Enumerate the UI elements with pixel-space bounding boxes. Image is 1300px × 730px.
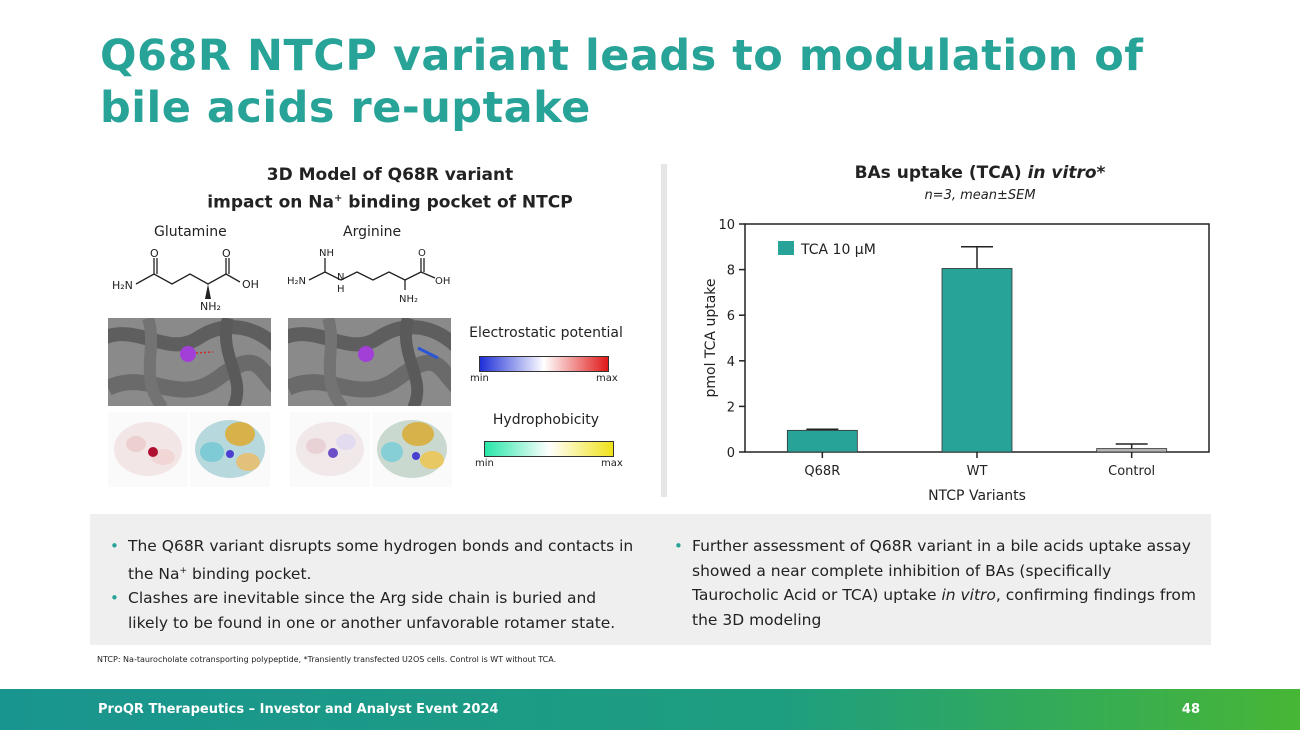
hydrophobicity-legend-label: Hydrophobicity bbox=[492, 412, 600, 428]
bar-wt bbox=[941, 268, 1013, 453]
y-tick-label: 4 bbox=[727, 355, 735, 370]
glutamine-ribbon-image bbox=[108, 318, 271, 406]
arginine-ribbon-image bbox=[288, 318, 451, 406]
chart-subtitle: n=3, mean±SEM bbox=[924, 188, 1036, 203]
summary-box: • The Q68R variant disrupts some hydrogen… bbox=[90, 514, 1211, 645]
glutamine-o1-text: O bbox=[150, 247, 159, 260]
chart-title-post: * bbox=[1096, 163, 1106, 183]
arginine-label: Arginine bbox=[343, 224, 402, 240]
summary-left-column: • The Q68R variant disrupts some hydrogen… bbox=[104, 534, 634, 635]
glutamine-electrostatic-surface bbox=[108, 412, 188, 487]
bullet-item: • Clashes are inevitable since the Arg si… bbox=[104, 586, 634, 635]
bullet-text: The Q68R variant disrupts some hydrogen … bbox=[128, 537, 634, 583]
bullet-item: • The Q68R variant disrupts some hydrogen… bbox=[104, 534, 634, 586]
y-tick-label: 8 bbox=[727, 264, 735, 279]
electrostatic-min-label: min bbox=[470, 373, 489, 384]
uptake-bar-chart: 0 2 4 6 8 10 Q68R WT Control TCA 10 μM pmol TCA… bbox=[703, 218, 1210, 504]
y-axis-label: pmol TCA uptake bbox=[703, 278, 719, 397]
glutamine-oh-text: OH bbox=[242, 278, 259, 291]
summary-right-column: • Further assessment of Q68R variant in a… bbox=[668, 534, 1198, 632]
arginine-h2n-text: H₂N bbox=[287, 276, 306, 287]
y-tick-label: 0 bbox=[727, 446, 735, 461]
arginine-structure: NH H₂N N H O OH NH₂ bbox=[287, 248, 450, 305]
bullet-dot: • bbox=[110, 589, 119, 608]
chart-title-pre: BAs uptake (TCA) bbox=[854, 163, 1028, 183]
hydrophobicity-min-label: min bbox=[475, 458, 494, 469]
glutamine-h2n-text: H₂N bbox=[112, 279, 133, 292]
bar-q68r bbox=[786, 429, 858, 453]
glutamine-structure: H₂N O O OH NH₂ bbox=[112, 247, 259, 313]
bullet-italic: in vitro bbox=[941, 586, 996, 604]
arginine-electrostatic-surface bbox=[290, 412, 370, 487]
arginine-o-text: O bbox=[418, 248, 426, 259]
page-number: 48 bbox=[1181, 702, 1200, 717]
arginine-h-text: H bbox=[337, 284, 345, 295]
model-heading-line2: impact on Na+ binding pocket of NTCP bbox=[180, 187, 600, 215]
bullet-text-post: , confirming findings from the 3D modeli… bbox=[692, 586, 1196, 629]
electrostatic-gradient bbox=[479, 356, 609, 372]
chart-title-italic: in vitro bbox=[1027, 163, 1097, 183]
y-axis-ticks: 0 2 4 6 8 10 bbox=[718, 218, 745, 461]
panel-divider bbox=[661, 164, 667, 497]
footnote: NTCP: Na-taurocholate cotransporting pol… bbox=[97, 655, 557, 664]
bullet-text: Further assessment of Q68R variant in a … bbox=[692, 537, 1191, 604]
heading-line2-post: binding pocket of NTCP bbox=[342, 192, 573, 213]
bullet-dot: • bbox=[674, 537, 683, 555]
arginine-n-text: N bbox=[337, 272, 344, 283]
chart-title: BAs uptake (TCA) in vitro* bbox=[700, 163, 1260, 183]
x-tick-label: WT bbox=[967, 464, 988, 479]
slide-title: Q68R NTCP variant leads to modulation of… bbox=[100, 31, 1144, 133]
heading-line2-sup: + bbox=[334, 193, 343, 204]
y-tick-label: 6 bbox=[727, 309, 735, 324]
model-heading-line1: 3D Model of Q68R variant bbox=[266, 165, 514, 185]
bar-control bbox=[1096, 448, 1168, 453]
electrostatic-legend-label: Electrostatic potential bbox=[469, 325, 623, 341]
glutamine-o2-text: O bbox=[222, 247, 231, 260]
arginine-hydrophobicity-surface bbox=[372, 412, 452, 487]
bullet-sup: + bbox=[179, 565, 188, 576]
y-tick-label: 10 bbox=[718, 218, 735, 233]
glutamine-hydrophobicity-surface bbox=[190, 412, 270, 487]
heading-line2-pre: impact on Na bbox=[207, 192, 334, 213]
bars-group bbox=[786, 246, 1168, 453]
hydrophobicity-max-label: max bbox=[601, 458, 623, 469]
legend-swatch bbox=[778, 241, 794, 255]
electrostatic-max-label: max bbox=[596, 373, 618, 384]
sodium-ion-icon bbox=[358, 346, 374, 362]
arginine-nh2-text: NH₂ bbox=[399, 294, 418, 305]
bullet-text-post: binding pocket. bbox=[187, 564, 312, 583]
bullet-dot: • bbox=[110, 537, 119, 555]
bullet-text: Clashes are inevitable since the Arg sid… bbox=[128, 589, 616, 632]
glutamine-label: Glutamine bbox=[154, 224, 227, 240]
x-tick-label: Q68R bbox=[804, 464, 840, 479]
model-heading: 3D Model of Q68R variant impact on Na+ b… bbox=[180, 163, 600, 215]
sodium-ion-icon bbox=[180, 346, 196, 362]
x-axis-label: NTCP Variants bbox=[928, 488, 1026, 504]
x-axis-ticks: Q68R WT Control bbox=[804, 452, 1155, 479]
y-tick-label: 2 bbox=[727, 400, 735, 415]
legend-label: TCA 10 μM bbox=[800, 242, 876, 258]
chart-legend: TCA 10 μM bbox=[778, 241, 876, 258]
hydrophobicity-gradient bbox=[484, 441, 614, 457]
arginine-nh-text: NH bbox=[319, 248, 334, 259]
footer-bar: ProQR Therapeutics – Investor and Analys… bbox=[0, 689, 1300, 730]
x-tick-label: Control bbox=[1108, 464, 1155, 479]
bullet-item: • Further assessment of Q68R variant in a… bbox=[668, 534, 1198, 632]
arginine-oh-text: OH bbox=[435, 276, 450, 287]
footer-text: ProQR Therapeutics – Investor and Analys… bbox=[98, 702, 499, 717]
glutamine-nh2-text: NH₂ bbox=[200, 300, 221, 313]
